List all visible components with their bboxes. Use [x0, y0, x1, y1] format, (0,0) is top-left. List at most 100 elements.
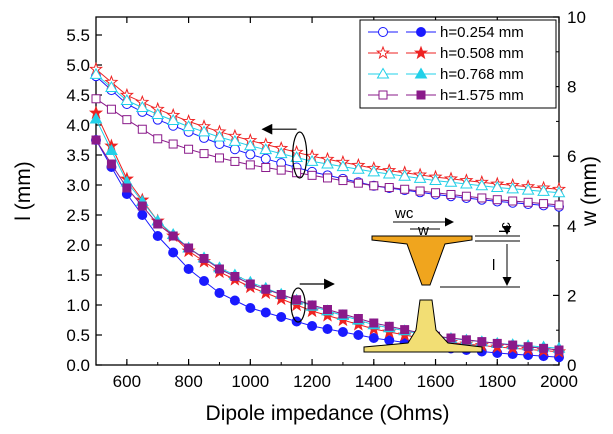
y-left-tick-label: 4.5	[66, 86, 90, 105]
data-point	[89, 67, 103, 79]
data-point	[353, 330, 364, 340]
data-point	[182, 120, 195, 132]
x-tick-label: 600	[113, 372, 141, 391]
y-left-tick-label: 3.5	[66, 146, 90, 165]
series-l-4	[91, 135, 564, 363]
legend-label: h=0.768 mm	[440, 66, 524, 83]
x-tick-label: 1200	[293, 372, 331, 391]
data-point	[213, 130, 226, 142]
data-point	[245, 160, 255, 170]
dipole-shape-bottom	[363, 299, 483, 353]
data-point	[305, 154, 319, 166]
y-right-tick-label: 4	[567, 217, 576, 236]
data-point	[460, 177, 473, 189]
data-point	[292, 295, 302, 305]
data-point	[276, 165, 286, 175]
data-point	[307, 321, 318, 331]
ellipse-l-group	[290, 287, 306, 323]
data-point	[91, 94, 101, 104]
data-point	[184, 144, 194, 154]
y-right-tick-label: 10	[567, 8, 586, 27]
label-wc: wc	[394, 205, 414, 222]
x-tick-label: 1600	[417, 372, 455, 391]
y-left-tick-label: 2.5	[66, 206, 90, 225]
data-point	[183, 264, 194, 274]
legend-entry: h=0.508 mm	[368, 45, 524, 62]
label-w: w	[417, 222, 429, 239]
data-point	[137, 201, 147, 211]
data-point	[353, 178, 363, 188]
dipole-inset: wcw lc l	[363, 205, 520, 353]
series-w-3	[91, 94, 564, 210]
data-point	[413, 171, 427, 183]
data-point	[245, 279, 255, 289]
data-point	[105, 144, 118, 155]
data-point	[539, 343, 549, 353]
x-tick-label: 1400	[355, 372, 393, 391]
x-tick-label: 1000	[231, 372, 269, 391]
data-point	[89, 112, 103, 124]
data-point	[353, 314, 363, 323]
data-point	[151, 107, 165, 119]
data-point	[382, 167, 396, 179]
data-point	[229, 144, 240, 155]
y-left-tick-label: 2.0	[66, 236, 90, 255]
data-point	[243, 139, 257, 151]
data-point	[552, 186, 566, 198]
data-point	[554, 200, 564, 210]
data-point	[276, 290, 286, 299]
data-point	[523, 342, 533, 352]
data-point	[197, 125, 211, 137]
legend-marker	[376, 67, 390, 79]
data-point	[135, 100, 149, 112]
data-point	[415, 186, 425, 196]
y-right-tick-label: 6	[567, 147, 576, 166]
data-point	[321, 157, 334, 169]
data-point	[168, 139, 178, 149]
data-point	[539, 199, 549, 209]
y-left-tick-label: 4.0	[66, 116, 90, 135]
legend-label: h=0.508 mm	[440, 45, 524, 62]
data-point	[260, 307, 271, 318]
data-point	[290, 151, 304, 163]
data-point	[91, 135, 101, 145]
data-point	[228, 134, 242, 146]
legend-marker	[378, 27, 388, 37]
y-left-tick-label: 3.0	[66, 176, 90, 195]
data-point	[477, 193, 487, 203]
x-tick-label: 800	[174, 372, 202, 391]
data-point	[461, 335, 471, 345]
y-axis-left-title: l (mm)	[12, 161, 35, 220]
data-point	[384, 321, 394, 331]
data-point	[260, 153, 271, 164]
data-point	[137, 124, 147, 134]
legend-entry: h=0.768 mm	[368, 66, 524, 83]
data-point	[323, 305, 332, 314]
data-point	[492, 195, 502, 205]
data-point	[184, 243, 194, 253]
data-point	[259, 143, 273, 155]
y-right-tick-label: 0	[567, 356, 576, 375]
ellipse-w-group	[292, 131, 308, 179]
axis-ticks: 600 800 1000 1200 1400 1600 1800 2000 0.0 0.5 1.0 1…	[66, 8, 586, 391]
data-point	[446, 189, 456, 199]
y-left-tick-label: 0.0	[66, 356, 90, 375]
data-point	[508, 340, 518, 350]
data-point	[105, 80, 118, 92]
data-point	[245, 303, 256, 313]
data-point	[152, 231, 163, 241]
data-point	[276, 312, 287, 322]
data-point	[338, 309, 348, 319]
data-point	[508, 196, 518, 206]
data-point	[398, 169, 412, 181]
data-point	[214, 288, 225, 298]
data-point	[337, 327, 348, 337]
legend-marker-filled	[414, 67, 428, 79]
data-point	[384, 183, 394, 193]
data-point	[137, 210, 148, 220]
data-point	[261, 284, 271, 294]
data-point	[475, 179, 489, 191]
data-point	[369, 318, 379, 328]
x-tick-label: 1800	[478, 372, 516, 391]
